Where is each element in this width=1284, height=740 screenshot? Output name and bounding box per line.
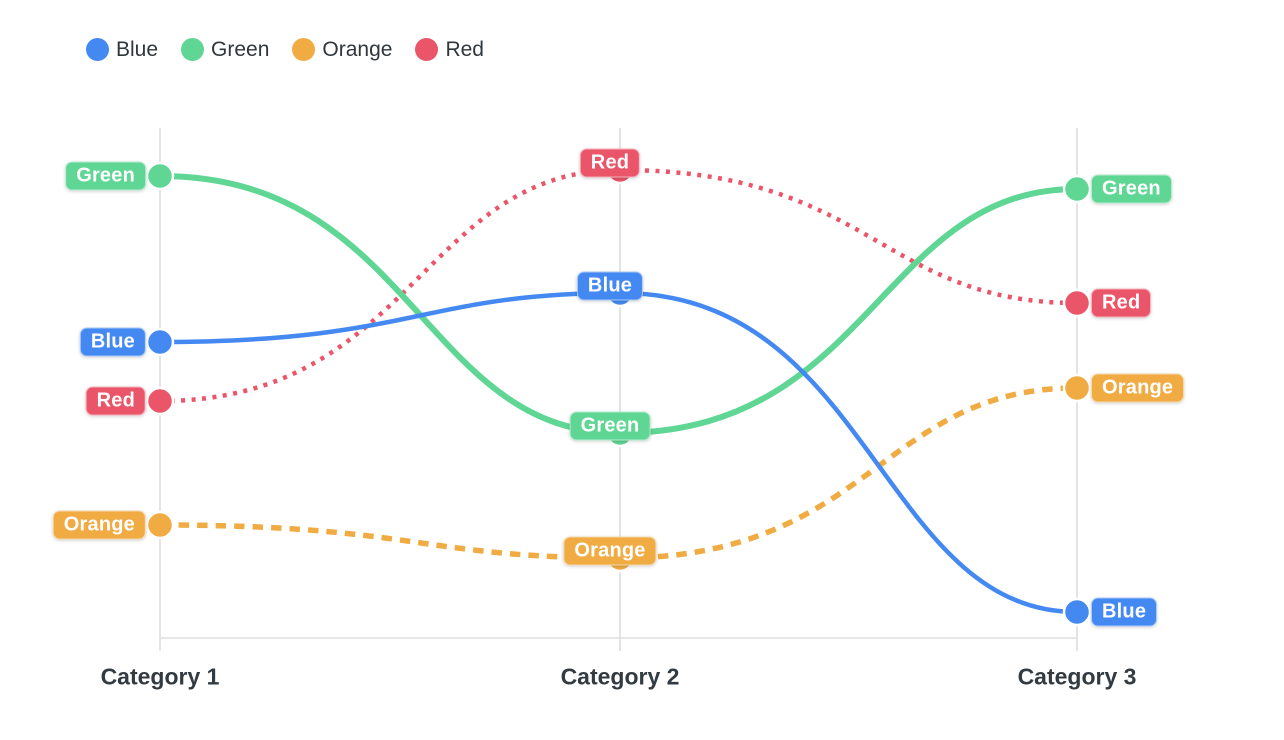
- point-marker-orange-category-3: [1062, 373, 1092, 403]
- point-marker-green-category-3: [1062, 174, 1092, 204]
- orange-circle-swatch-icon: [292, 38, 316, 61]
- point-marker-red-category-1: [145, 386, 175, 416]
- red-circle-swatch-icon: [415, 38, 439, 61]
- point-marker-green-category-2: [605, 418, 635, 448]
- legend-item-label: Red: [445, 38, 484, 61]
- point-marker-green-category-1: [145, 161, 175, 191]
- series-line-orange: [159, 385, 1078, 561]
- point-marker-orange-category-2: [605, 543, 635, 573]
- series-line-blue: [157, 290, 1080, 615]
- point-marker-red-category-2: [605, 155, 635, 185]
- legend-item-red[interactable]: Red: [415, 38, 484, 61]
- legend: Blue Green Orange Red: [86, 38, 484, 61]
- point-marker-red-category-3: [1062, 288, 1092, 318]
- point-marker-orange-category-1: [145, 510, 175, 540]
- legend-item-label: Green: [211, 38, 270, 61]
- legend-item-green[interactable]: Green: [181, 38, 269, 61]
- point-marker-blue-category-3: [1062, 597, 1092, 627]
- legend-item-blue[interactable]: Blue: [86, 38, 158, 61]
- point-marker-blue-category-2: [605, 278, 635, 308]
- legend-item-orange[interactable]: Orange: [292, 38, 392, 61]
- legend-item-label: Orange: [322, 38, 393, 61]
- green-circle-swatch-icon: [181, 38, 205, 61]
- legend-item-label: Blue: [116, 38, 159, 61]
- blue-circle-swatch-icon: [86, 38, 109, 61]
- point-marker-blue-category-1: [145, 327, 175, 357]
